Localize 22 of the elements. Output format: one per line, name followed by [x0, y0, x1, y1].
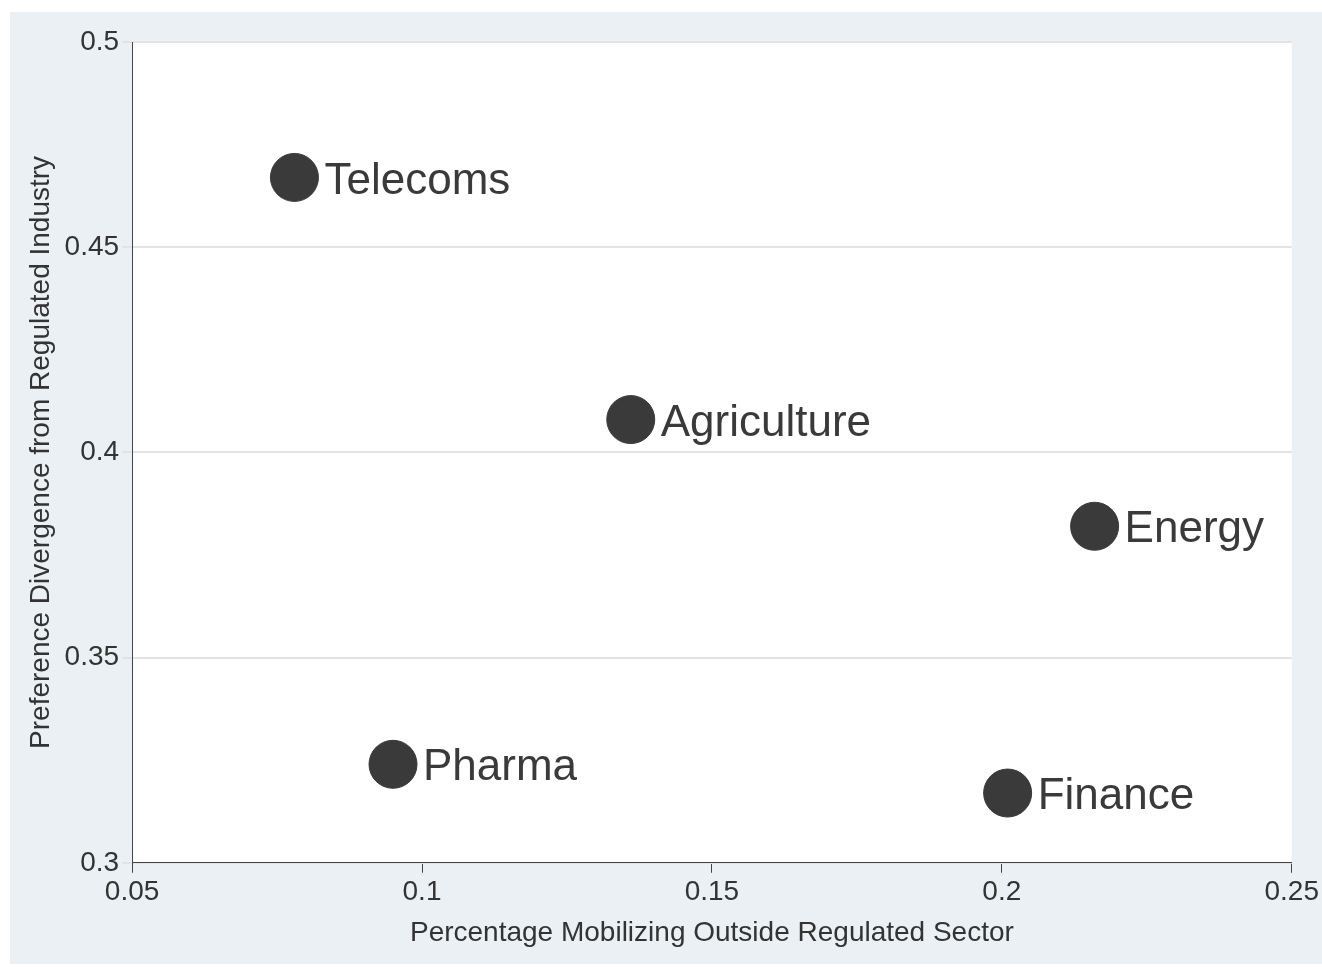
point	[269, 152, 319, 202]
series-label: Energy	[1124, 502, 1265, 552]
x-tick-label: 0.05	[104, 875, 160, 907]
y-tick-label: 0.4	[80, 435, 120, 467]
series-label: Pharma	[423, 740, 578, 790]
x-axis-title: Percentage Mobilizing Outside Regulated Sector	[409, 915, 1014, 947]
x-tick-label: 0.2	[982, 875, 1022, 907]
series-label: Agriculture	[660, 395, 872, 445]
point	[368, 739, 418, 789]
point	[606, 395, 656, 445]
point	[983, 768, 1033, 818]
x-tick-label: 0.15	[684, 875, 740, 907]
x-tick-label: 0.25	[1264, 875, 1319, 907]
series-label: Telecoms	[324, 153, 511, 203]
x-tick-label: 0.1	[402, 875, 442, 907]
y-tick-label: 0.35	[64, 640, 120, 672]
y-tick-label: 0.5	[80, 24, 120, 56]
series-label: Finance	[1037, 769, 1195, 819]
point	[1070, 501, 1120, 551]
y-tick-label: 0.45	[64, 229, 120, 261]
y-axis-title: Preference Divergence from Regulated Industry	[23, 155, 55, 749]
y-tick-label: 0.3	[80, 845, 120, 877]
